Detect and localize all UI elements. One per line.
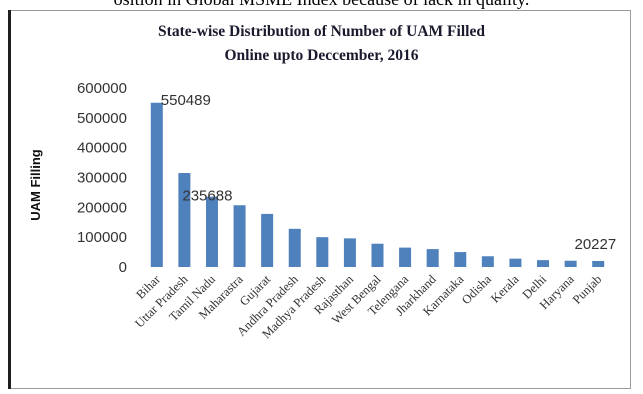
bar [261, 213, 274, 267]
category-label: Punjab [570, 272, 604, 306]
page-top-text: osition in Global MSME Index because of … [0, 0, 643, 10]
bar [592, 260, 605, 267]
bar [564, 260, 577, 267]
y-tick-label: 400000 [77, 140, 127, 157]
bar [316, 237, 329, 267]
category-label: Odisha [459, 272, 494, 307]
data-label: 20227 [574, 236, 616, 253]
y-tick-label: 500000 [77, 110, 127, 127]
category-label: Kerala [488, 272, 522, 306]
bar [178, 173, 191, 267]
y-axis-title: UAM Filling [28, 149, 43, 221]
data-label: 550489 [161, 92, 211, 109]
bar [343, 238, 356, 267]
y-axis: 0 100000 200000 300000 400000 500000 600000 [77, 80, 127, 276]
bar [205, 196, 218, 267]
bar [481, 256, 494, 267]
y-tick-label: 200000 [77, 199, 127, 216]
y-tick-label: 100000 [77, 229, 127, 246]
bars [150, 102, 605, 268]
y-tick-label: 0 [119, 259, 127, 276]
data-label: 235688 [182, 188, 232, 205]
frame-left-edge [8, 10, 11, 389]
bar [399, 247, 412, 267]
bar [509, 258, 522, 267]
bar [537, 260, 550, 267]
y-tick-label: 300000 [77, 170, 127, 187]
bar [288, 228, 301, 267]
bar [150, 102, 163, 268]
bar [454, 252, 467, 267]
data-labels: 550489 235688 20227 [161, 92, 616, 253]
bar [233, 205, 246, 267]
chart-frame [8, 10, 631, 389]
y-tick-label: 600000 [77, 80, 127, 97]
chart-title-line-2: Online upto Deccember, 2016 [224, 47, 419, 64]
chart-title-line-1: State-wise Distribution of Number of UAM… [158, 23, 485, 40]
bar [371, 243, 384, 267]
bar [426, 249, 439, 267]
